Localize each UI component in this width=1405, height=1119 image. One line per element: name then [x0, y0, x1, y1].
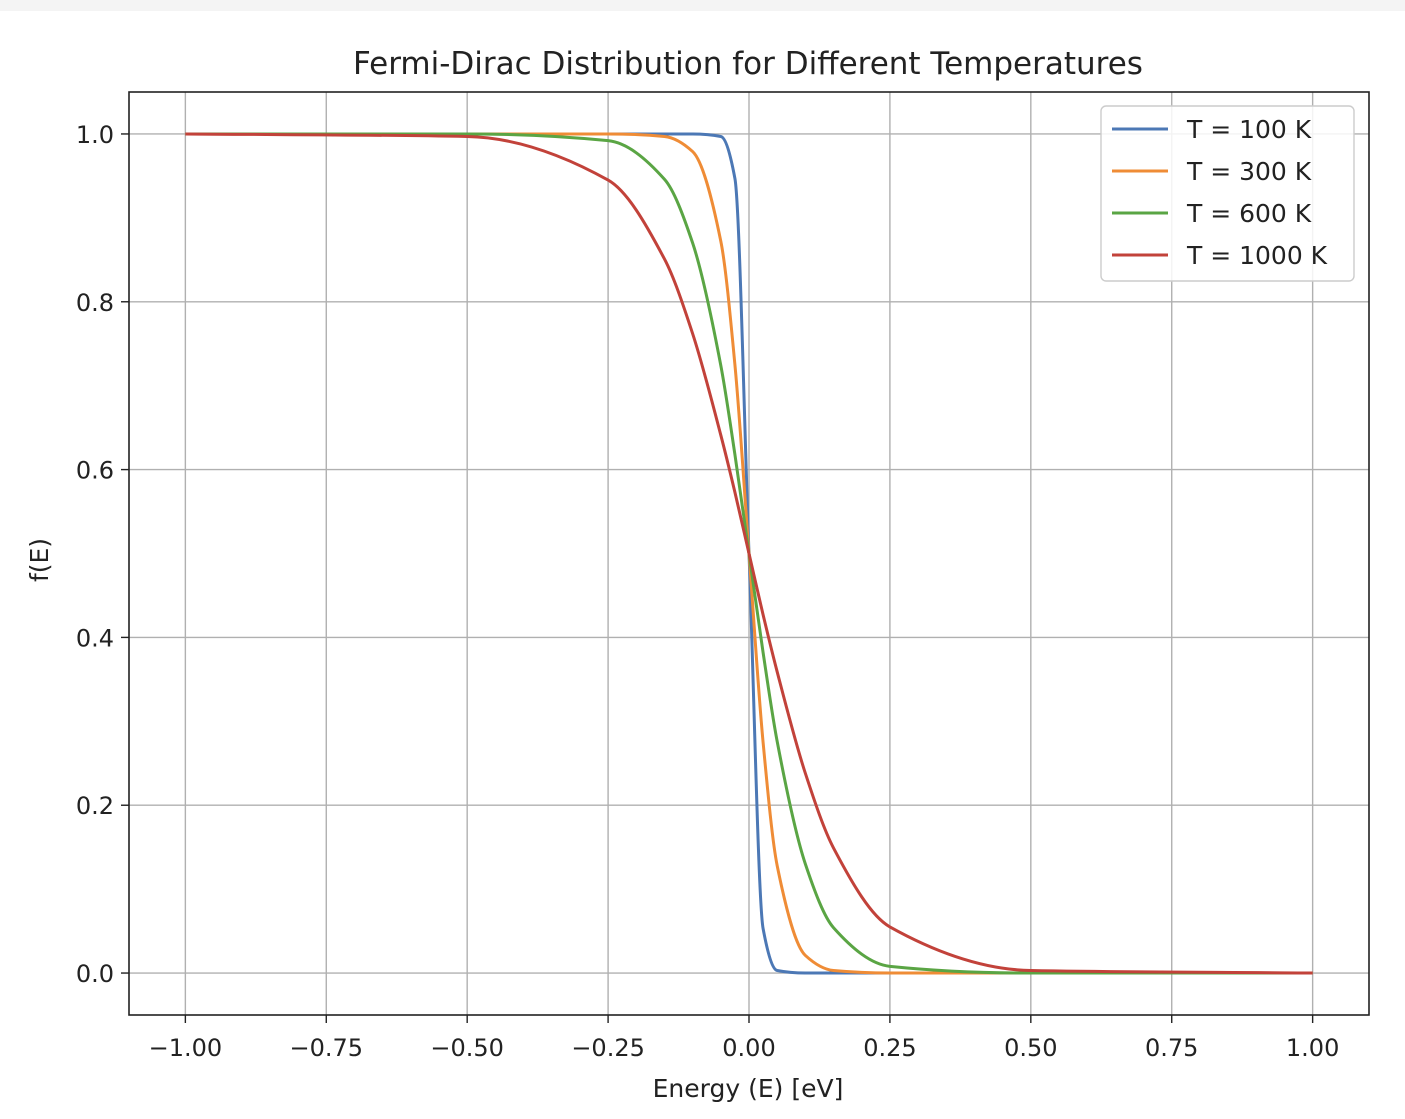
y-axis-ticks: 0.0 0.2 0.4 0.6 0.8 1.0: [76, 121, 129, 988]
y-tick-label: 1.0: [76, 121, 114, 149]
y-tick-label: 0.8: [76, 289, 114, 317]
legend-label: T = 300 K: [1186, 157, 1312, 186]
legend: T = 100 K T = 300 K T = 600 K T = 1000 K: [1100, 105, 1355, 282]
x-tick-label: −0.50: [430, 1034, 504, 1062]
x-tick-label: −1.00: [149, 1034, 223, 1062]
x-tick-label: 1.00: [1286, 1034, 1339, 1062]
y-tick-label: 0.2: [76, 792, 114, 820]
x-tick-label: 0.75: [1145, 1034, 1198, 1062]
y-axis-label: f(E): [25, 538, 54, 582]
legend-label: T = 1000 K: [1186, 241, 1328, 270]
series-lines: [185, 132, 1313, 975]
chart-title: Fermi-Dirac Distribution for Different T…: [353, 46, 1143, 82]
x-tick-label: 0.25: [863, 1034, 916, 1062]
y-tick-label: 0.6: [76, 457, 114, 485]
legend-box: [1100, 105, 1355, 282]
window-top-strip: [0, 0, 1405, 11]
x-axis-ticks: −1.00 −0.75 −0.50 −0.25 0.00 0.25 0.50 0.75 1.00: [149, 1015, 1339, 1062]
x-axis-label: Energy (E) [eV]: [653, 1074, 844, 1103]
y-tick-label: 0.4: [76, 624, 114, 652]
series-line-4: [185, 132, 1313, 975]
legend-label: T = 100 K: [1186, 115, 1312, 144]
x-tick-label: −0.75: [289, 1034, 363, 1062]
y-tick-label: 0.0: [76, 960, 114, 988]
x-tick-label: 0.00: [722, 1034, 775, 1062]
legend-label: T = 600 K: [1186, 199, 1312, 228]
x-tick-label: 0.50: [1004, 1034, 1057, 1062]
x-tick-label: −0.25: [571, 1034, 645, 1062]
